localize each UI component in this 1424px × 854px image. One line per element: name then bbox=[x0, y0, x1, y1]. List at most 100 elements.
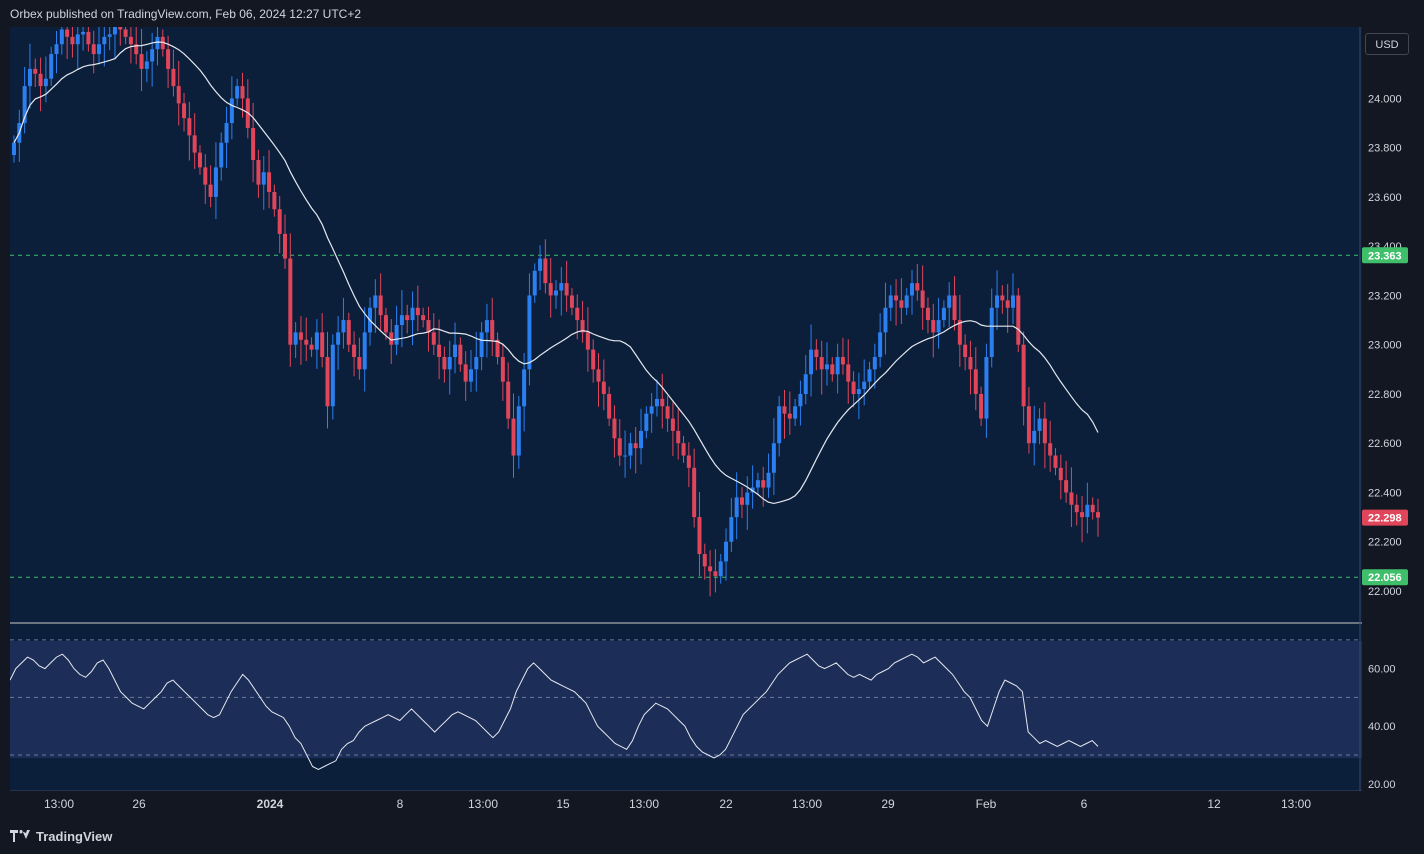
candle bbox=[1042, 402, 1047, 469]
candle bbox=[846, 339, 851, 404]
candle bbox=[941, 300, 946, 328]
candle bbox=[793, 398, 798, 426]
currency-button[interactable]: USD bbox=[1365, 33, 1409, 55]
candle bbox=[1080, 495, 1085, 543]
candle bbox=[144, 51, 149, 83]
rsi-band-fill bbox=[10, 641, 1362, 758]
candle bbox=[883, 282, 888, 355]
candle bbox=[867, 361, 872, 390]
footer-brand[interactable]: TradingView bbox=[10, 826, 112, 846]
chart-frame[interactable] bbox=[9, 2, 1362, 792]
candle bbox=[697, 491, 702, 577]
candle bbox=[373, 279, 378, 333]
candle bbox=[330, 334, 335, 420]
candle bbox=[702, 543, 707, 580]
candle bbox=[479, 322, 484, 371]
candle bbox=[538, 245, 543, 291]
candle bbox=[91, 30, 96, 74]
candle bbox=[453, 322, 458, 374]
y-tick-label: 23.000 bbox=[1368, 340, 1402, 352]
candle bbox=[500, 343, 505, 401]
candle bbox=[591, 339, 596, 383]
candle bbox=[782, 390, 787, 439]
candle bbox=[1026, 387, 1031, 454]
candle bbox=[293, 322, 298, 359]
candle bbox=[1064, 460, 1069, 503]
price-chart[interactable] bbox=[9, 2, 1362, 792]
candle bbox=[686, 442, 691, 488]
last-price-tag: 22.298 bbox=[1362, 509, 1408, 526]
candle bbox=[219, 132, 224, 181]
candle bbox=[947, 282, 952, 327]
candle bbox=[628, 432, 633, 469]
x-tick-label: 2024 bbox=[257, 797, 284, 811]
candle bbox=[283, 214, 287, 269]
candle bbox=[511, 393, 516, 478]
candle bbox=[346, 312, 351, 353]
candle bbox=[894, 279, 899, 326]
candle bbox=[564, 260, 569, 312]
candle bbox=[798, 380, 803, 426]
rsi-tick-label: 60.00 bbox=[1368, 664, 1396, 676]
candle bbox=[267, 150, 272, 209]
x-tick-label: 22 bbox=[719, 797, 733, 811]
candle bbox=[468, 350, 473, 392]
candle bbox=[973, 347, 978, 411]
candle bbox=[910, 269, 915, 315]
candle bbox=[931, 303, 936, 358]
candle bbox=[389, 319, 394, 364]
candle bbox=[38, 57, 43, 112]
candle bbox=[197, 145, 202, 175]
candle bbox=[352, 331, 357, 377]
candle bbox=[1021, 331, 1026, 426]
candle bbox=[203, 154, 208, 204]
candle bbox=[872, 343, 877, 389]
candle bbox=[1016, 288, 1021, 353]
candle bbox=[107, 24, 112, 51]
candle bbox=[447, 340, 452, 395]
candle bbox=[97, 25, 102, 65]
y-tick-label: 22.600 bbox=[1368, 438, 1402, 450]
candle bbox=[86, 24, 91, 52]
candle bbox=[1005, 284, 1010, 333]
candle bbox=[601, 359, 606, 411]
candle bbox=[543, 239, 548, 294]
candle bbox=[840, 337, 845, 375]
candle bbox=[968, 340, 973, 395]
candle bbox=[484, 303, 489, 358]
candle bbox=[670, 402, 675, 457]
candle bbox=[559, 266, 564, 316]
x-tick-label: 29 bbox=[881, 797, 895, 811]
candle bbox=[654, 379, 659, 417]
y-tick-label: 23.600 bbox=[1368, 192, 1402, 204]
x-tick-label: 15 bbox=[556, 797, 570, 811]
candle bbox=[1053, 448, 1058, 476]
candle bbox=[27, 43, 32, 109]
candle bbox=[532, 263, 537, 303]
candle bbox=[134, 25, 139, 65]
y-tick-label: 23.800 bbox=[1368, 143, 1402, 155]
candle bbox=[665, 395, 670, 432]
candle bbox=[692, 448, 697, 528]
candle bbox=[229, 76, 234, 140]
candle bbox=[139, 28, 144, 92]
candle bbox=[150, 32, 155, 87]
candle bbox=[809, 324, 814, 397]
candle bbox=[729, 497, 734, 553]
x-tick-label: 12 bbox=[1207, 797, 1221, 811]
candle bbox=[825, 342, 829, 386]
candle bbox=[490, 297, 495, 357]
candle bbox=[22, 66, 27, 134]
candle bbox=[272, 184, 277, 217]
candle bbox=[463, 351, 468, 401]
candle bbox=[208, 165, 213, 208]
y-tick-label: 23.400 bbox=[1368, 241, 1402, 253]
candle bbox=[410, 291, 415, 346]
candle bbox=[660, 373, 665, 429]
candle bbox=[192, 113, 197, 169]
candle bbox=[383, 307, 388, 340]
candle bbox=[856, 372, 861, 420]
candle bbox=[633, 426, 638, 474]
candle bbox=[309, 337, 314, 358]
level-price-tag-1: 23.363 bbox=[1362, 247, 1408, 264]
